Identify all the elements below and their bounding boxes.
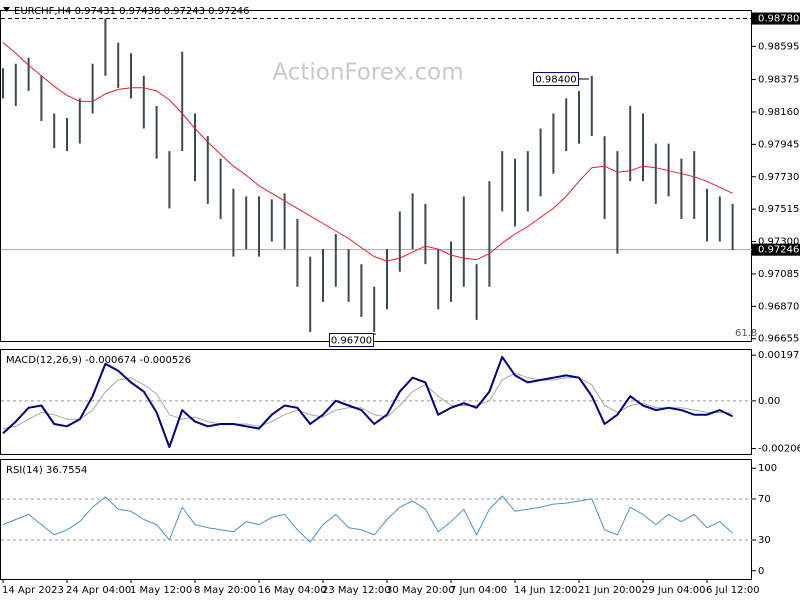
y-tick-label: 0.98375 <box>758 75 799 86</box>
annotation: 61.8 <box>735 328 757 339</box>
y-tick-label: 100 <box>758 463 777 474</box>
x-tick-label: 21 Jun 20:00 <box>578 585 642 596</box>
y-tick-label: -0.002064 <box>758 444 800 455</box>
x-tick-label: 6 Jul 12:00 <box>706 585 760 596</box>
y-tick-label: 0.00 <box>758 396 780 407</box>
line <box>2 42 733 262</box>
y-tick-label: 0.97085 <box>758 269 799 280</box>
y-tick-label: 0.98160 <box>758 107 799 118</box>
macd-title: MACD(12,26,9) -0.000674 -0.000526 <box>6 355 191 366</box>
y-tick-label: 30 <box>758 535 771 546</box>
x-tick-label: 7 Jun 04:00 <box>450 585 507 596</box>
annotation-box <box>533 72 579 86</box>
annotations: 0.98400 0.96700 61.8 <box>329 72 757 347</box>
x-tick-label: 8 May 20:00 <box>194 585 256 596</box>
symbol-arrow <box>3 7 10 12</box>
line <box>2 495 733 543</box>
annotation: 0.96700 <box>331 336 372 347</box>
y-tick-label: 0.97945 <box>758 139 799 150</box>
y-tick-label: 70 <box>758 494 771 505</box>
rsi-title: RSI(14) 36.7554 <box>6 465 87 476</box>
x-tick-label: 23 May 12:00 <box>322 585 391 596</box>
level-label-box <box>752 12 800 25</box>
macd-panel <box>0 349 752 455</box>
watermark: ActionForex.com <box>272 60 463 86</box>
x-tick-label: 1 May 12:00 <box>130 585 192 596</box>
line <box>2 372 733 430</box>
y-tick-label: 0 <box>758 566 764 577</box>
annotation-box <box>329 333 374 347</box>
x-tick-label: 14 Jun 12:00 <box>514 585 578 596</box>
line <box>2 355 734 449</box>
y-tick-label: 0.97730 <box>758 172 799 183</box>
x-tick-label: 16 May 04:00 <box>258 585 327 596</box>
rsi-panel <box>0 459 752 580</box>
x-tick-label: 29 Jun 04:00 <box>642 585 706 596</box>
main-panel <box>0 10 752 342</box>
level-label: 0.98780 <box>758 14 799 25</box>
x-tick-label: 30 May 20:00 <box>386 585 455 596</box>
y-tick-label: 0.96655 <box>758 334 799 345</box>
x-tick-label: 24 Apr 04:00 <box>66 585 131 596</box>
y-tick-label: 0.96870 <box>758 301 799 312</box>
y-tick-label: 0.97300 <box>758 237 799 248</box>
level-label-box <box>752 243 800 256</box>
y-tick-label: 0.98595 <box>758 41 799 52</box>
y-tick-label: 0.001977 <box>758 350 800 361</box>
y-tick-label: 0.97515 <box>758 204 799 215</box>
x-tick-label: 14 Apr 2023 <box>2 585 64 596</box>
annotation: 0.98400 <box>535 75 576 86</box>
level-label: 0.97246 <box>758 245 799 256</box>
chart-title: EURCHF,H4 0.97431 0.97438 0.97243 0.9724… <box>14 6 250 17</box>
